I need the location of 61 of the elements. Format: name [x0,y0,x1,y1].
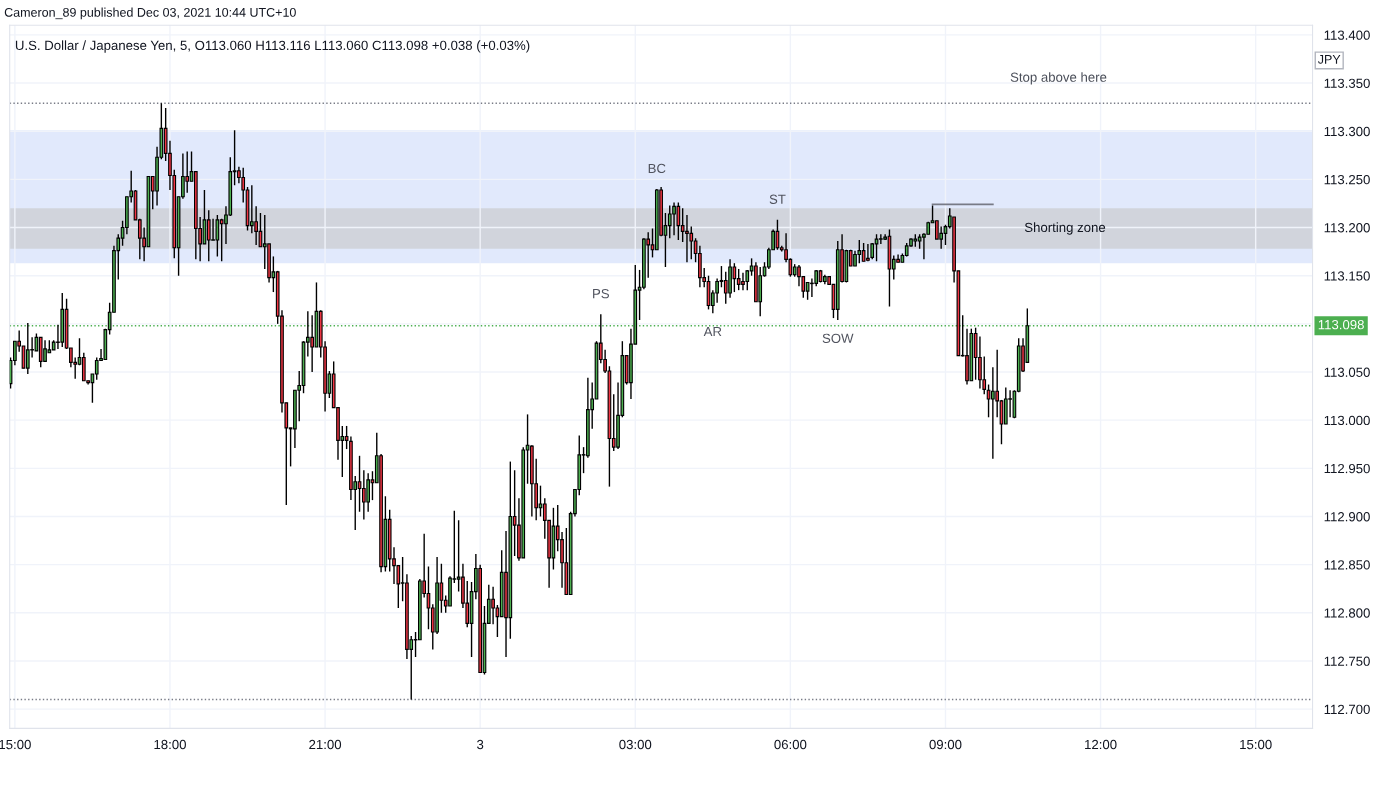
candlestick [878,233,883,245]
x-tick-label: 03:00 [619,739,652,750]
x-tick-label: 15:00 [1240,739,1272,750]
candlestick [249,184,254,235]
candlestick [81,352,86,382]
candlestick [861,242,866,262]
x-tick-label: 3 [477,739,484,750]
candlestick [94,356,99,381]
y-tick-label: 113.300 [1324,126,1370,137]
y-tick-label: 113.400 [1324,30,1370,40]
y-tick-label: 113.050 [1324,367,1370,377]
candlestick [310,314,314,373]
y-tick-label: 113.350 [1324,78,1370,88]
band-label: Shorting zone [1024,222,1106,235]
y-tick-label: 112.900 [1324,512,1370,522]
candlestick [736,268,741,291]
candlestick [732,262,737,293]
candlestick [676,201,681,241]
x-tick-label: 18:00 [154,739,186,750]
y-tick-label: 112.950 [1324,463,1370,474]
y-tick-label: 112.750 [1324,656,1370,666]
candlestick [857,239,862,264]
text: JPY [1317,55,1341,64]
candlestick [211,218,215,241]
y-tick-label: 113.200 [1324,223,1370,233]
x-tick-label: 09:00 [929,739,962,750]
candlestick [21,345,26,369]
candlestick [206,209,211,262]
candlestick [43,339,47,363]
candlestick [361,469,366,521]
candlestick [491,586,495,626]
x-tick-label: 12:00 [1085,739,1117,750]
x-tick-label: 21:00 [309,739,342,750]
annotation: BC [648,163,666,174]
annotation: PS [593,288,609,299]
candlestick [866,243,870,262]
annotation: SOW [822,333,854,343]
candlestick [219,218,224,262]
text: Cameron_89 published Dec 03, 2021 10:44 UTC+10 [4,7,296,20]
annotation: ST [769,194,786,204]
ref-line-label: 113.098 [1318,319,1364,330]
candlestick [685,214,689,263]
x-tick-label: 15:00 [0,739,31,750]
y-tick-label: 112.700 [1324,704,1370,715]
candlestick [741,272,745,291]
y-tick-label: 112.800 [1324,608,1370,618]
y-tick-label: 113.000 [1324,415,1370,426]
candlestick [978,335,982,390]
candlestick [667,204,672,239]
candlestick [185,150,190,194]
annotation: AR [703,327,722,337]
ref-line-label: Stop above here [1010,72,1107,85]
y-tick-label: 113.250 [1324,174,1370,185]
candlestick [991,366,995,460]
y-tick-label: 113.150 [1324,271,1370,281]
text: U.S. Dollar / Japanese Yen, 5, O113.060 H113.116 L113.060 C113.098 +0.038 (+0.03%) [15,40,530,53]
candlestick [215,214,220,258]
y-tick-label: 112.850 [1324,560,1370,570]
x-tick-label: 06:00 [774,739,807,750]
candlestick [874,233,879,262]
candlestick [672,201,676,236]
